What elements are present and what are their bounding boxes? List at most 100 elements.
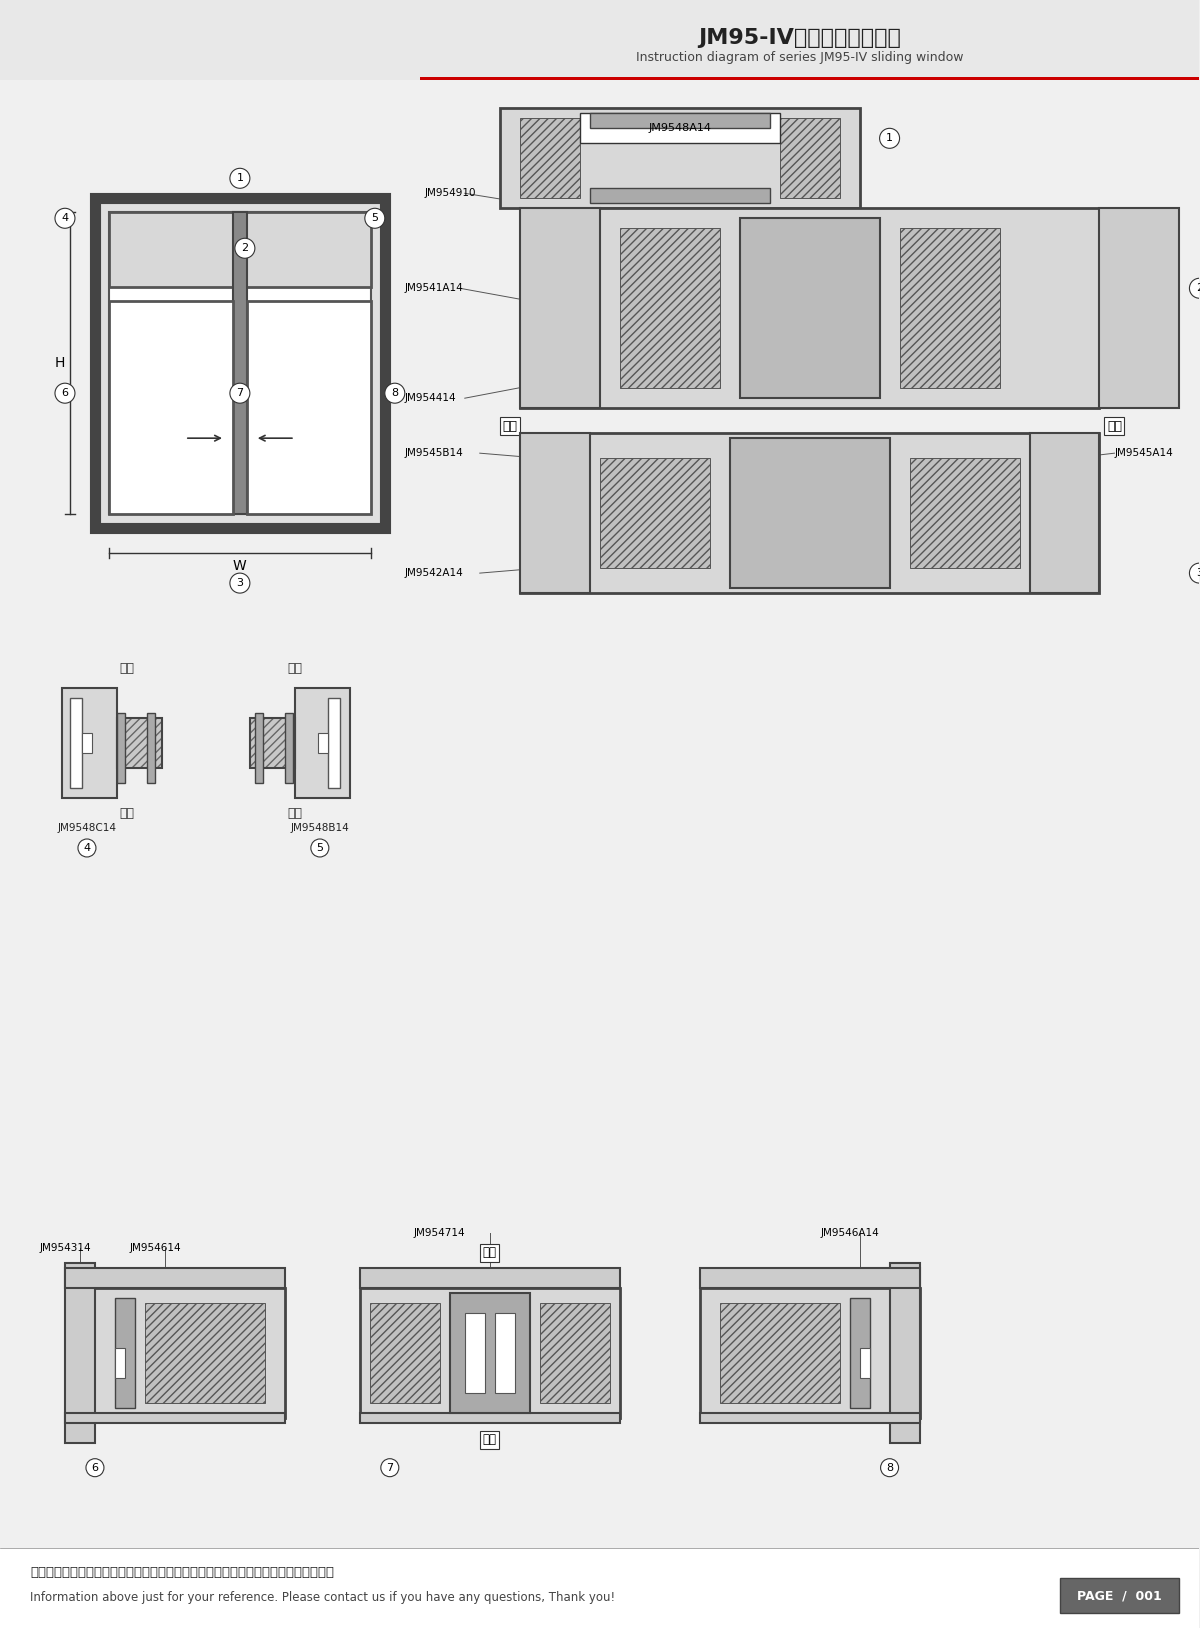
Bar xyxy=(589,114,769,129)
Bar xyxy=(0,33,1200,34)
Text: JM9546A14: JM9546A14 xyxy=(821,1228,878,1237)
Bar xyxy=(700,1413,919,1423)
Bar xyxy=(115,217,236,282)
Bar xyxy=(65,1288,284,1418)
Bar xyxy=(0,65,1200,67)
Text: 2: 2 xyxy=(241,243,248,254)
Text: W: W xyxy=(233,558,247,573)
Text: 1: 1 xyxy=(236,173,244,184)
Bar xyxy=(780,119,840,199)
Bar xyxy=(450,1293,529,1413)
Bar xyxy=(250,718,295,768)
Bar xyxy=(540,1302,610,1403)
Bar xyxy=(1030,433,1099,593)
Bar xyxy=(146,713,155,783)
Text: 室外: 室外 xyxy=(287,806,302,819)
Bar xyxy=(859,1348,870,1377)
Bar xyxy=(0,77,1200,78)
Bar xyxy=(0,1548,1200,1628)
Text: JM9548B14: JM9548B14 xyxy=(290,824,349,834)
Text: 室外: 室外 xyxy=(120,806,134,819)
Circle shape xyxy=(230,573,250,593)
Bar xyxy=(499,109,859,208)
Bar xyxy=(0,57,1200,59)
Bar xyxy=(62,689,116,798)
Text: H: H xyxy=(55,357,65,370)
Bar xyxy=(0,44,1200,46)
Bar xyxy=(70,698,82,788)
Bar xyxy=(619,228,720,387)
Bar xyxy=(0,21,1200,23)
Text: JM954414: JM954414 xyxy=(404,394,456,404)
Text: JM9548C14: JM9548C14 xyxy=(58,824,116,834)
Text: 7: 7 xyxy=(386,1462,394,1473)
Bar xyxy=(360,1268,619,1288)
Circle shape xyxy=(78,838,96,856)
Text: 3: 3 xyxy=(1196,568,1200,578)
Bar xyxy=(700,1268,919,1288)
Bar xyxy=(420,78,1200,80)
Bar xyxy=(254,713,263,783)
Bar xyxy=(145,1302,265,1403)
Bar xyxy=(739,218,880,399)
Text: JM954614: JM954614 xyxy=(130,1242,181,1254)
Bar xyxy=(850,1298,870,1408)
Bar xyxy=(284,713,293,783)
Bar xyxy=(370,1302,439,1403)
Bar xyxy=(0,49,1200,50)
Bar xyxy=(0,68,1200,70)
Text: 室内: 室内 xyxy=(482,1247,497,1260)
Circle shape xyxy=(311,838,329,856)
Bar xyxy=(0,72,1200,75)
Bar xyxy=(0,0,1200,80)
Text: JM95-IV系列推拉窗结构图: JM95-IV系列推拉窗结构图 xyxy=(698,28,901,49)
Bar xyxy=(116,718,162,768)
Text: Information above just for your reference. Please contact us if you have any que: Information above just for your referenc… xyxy=(30,1591,616,1604)
Bar xyxy=(360,1413,619,1423)
Text: 室外: 室外 xyxy=(482,1433,497,1446)
Text: JM954714: JM954714 xyxy=(414,1228,466,1237)
Text: JM9548A14: JM9548A14 xyxy=(648,124,712,133)
Bar xyxy=(109,301,233,514)
Bar xyxy=(0,8,1200,10)
Bar xyxy=(328,698,340,788)
Bar xyxy=(0,5,1200,7)
Text: 5: 5 xyxy=(317,843,323,853)
Circle shape xyxy=(880,129,900,148)
Text: 1: 1 xyxy=(886,133,893,143)
Text: 室内: 室内 xyxy=(120,661,134,674)
Bar xyxy=(0,41,1200,42)
Bar xyxy=(109,212,371,514)
Bar xyxy=(0,60,1200,62)
Bar xyxy=(520,208,600,409)
Circle shape xyxy=(55,383,74,404)
Bar xyxy=(115,1298,134,1408)
Text: 4: 4 xyxy=(61,213,68,223)
Circle shape xyxy=(230,168,250,189)
Bar xyxy=(0,24,1200,26)
Circle shape xyxy=(385,383,404,404)
Bar xyxy=(0,52,1200,54)
Bar xyxy=(116,713,125,783)
Circle shape xyxy=(86,1459,104,1477)
Bar xyxy=(600,457,709,568)
Text: 8: 8 xyxy=(391,387,398,399)
Bar xyxy=(700,1288,919,1418)
Text: JM9545B14: JM9545B14 xyxy=(404,448,463,457)
Text: JM9541A14: JM9541A14 xyxy=(404,283,463,293)
Circle shape xyxy=(55,208,74,228)
Bar xyxy=(910,457,1020,568)
Text: 6: 6 xyxy=(61,387,68,399)
Circle shape xyxy=(230,383,250,404)
Bar xyxy=(720,1302,840,1403)
Circle shape xyxy=(380,1459,398,1477)
Bar xyxy=(233,212,247,514)
Bar xyxy=(889,1263,919,1442)
Text: 8: 8 xyxy=(886,1462,893,1473)
Bar xyxy=(0,13,1200,15)
Text: JM954910: JM954910 xyxy=(425,189,476,199)
Bar xyxy=(65,1268,284,1288)
Text: JM954314: JM954314 xyxy=(40,1242,91,1254)
Text: 7: 7 xyxy=(236,387,244,399)
Bar xyxy=(520,433,589,593)
